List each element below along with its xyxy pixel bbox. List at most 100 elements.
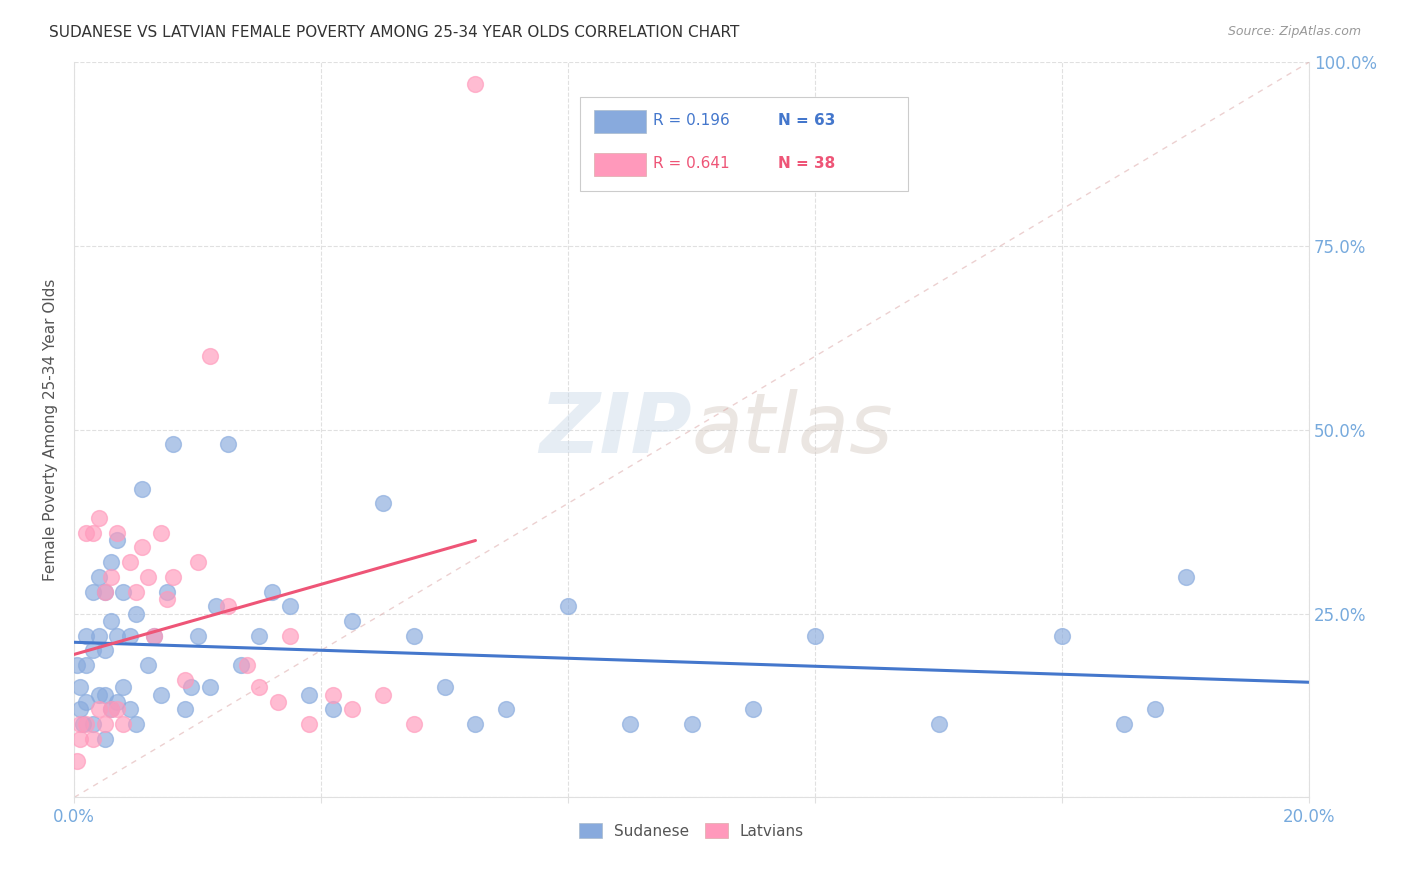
Point bbox=[1112, 717, 1135, 731]
Point bbox=[72, 717, 94, 731]
Point bbox=[217, 599, 239, 614]
Point bbox=[162, 437, 184, 451]
FancyBboxPatch shape bbox=[593, 110, 645, 134]
FancyBboxPatch shape bbox=[581, 96, 908, 191]
Point bbox=[174, 673, 197, 687]
Point bbox=[131, 541, 153, 555]
Y-axis label: Female Poverty Among 25-34 Year Olds: Female Poverty Among 25-34 Year Olds bbox=[44, 278, 58, 581]
Point bbox=[340, 614, 363, 628]
Point bbox=[174, 702, 197, 716]
Text: R = 0.196: R = 0.196 bbox=[654, 113, 730, 128]
Point bbox=[118, 629, 141, 643]
Point bbox=[143, 629, 166, 643]
Point bbox=[187, 629, 209, 643]
Point bbox=[278, 629, 301, 643]
Point bbox=[278, 599, 301, 614]
Point bbox=[198, 349, 221, 363]
Point bbox=[87, 511, 110, 525]
Point bbox=[69, 717, 91, 731]
Point bbox=[464, 77, 486, 91]
Point bbox=[322, 702, 344, 716]
Point bbox=[112, 584, 135, 599]
Point bbox=[105, 702, 128, 716]
Text: N = 38: N = 38 bbox=[778, 156, 835, 171]
Point bbox=[205, 599, 228, 614]
Point bbox=[1050, 629, 1073, 643]
Point bbox=[247, 629, 270, 643]
Point bbox=[94, 643, 117, 657]
Point bbox=[87, 629, 110, 643]
Point bbox=[371, 496, 394, 510]
Point bbox=[82, 717, 104, 731]
Point bbox=[322, 688, 344, 702]
Point bbox=[402, 629, 425, 643]
Point bbox=[75, 658, 97, 673]
Text: R = 0.641: R = 0.641 bbox=[654, 156, 730, 171]
Point bbox=[162, 570, 184, 584]
Point bbox=[94, 688, 117, 702]
Point bbox=[100, 614, 122, 628]
Point bbox=[75, 525, 97, 540]
Point bbox=[247, 680, 270, 694]
Point bbox=[156, 584, 179, 599]
Point bbox=[136, 570, 159, 584]
Point bbox=[180, 680, 202, 694]
Text: atlas: atlas bbox=[692, 389, 893, 470]
Point bbox=[82, 525, 104, 540]
Point bbox=[66, 754, 89, 768]
Point bbox=[75, 717, 97, 731]
Point bbox=[495, 702, 517, 716]
Point bbox=[100, 702, 122, 716]
Text: N = 63: N = 63 bbox=[778, 113, 835, 128]
Point bbox=[100, 555, 122, 569]
Point bbox=[82, 731, 104, 746]
Point bbox=[131, 482, 153, 496]
Point bbox=[94, 731, 117, 746]
Point bbox=[143, 629, 166, 643]
Point bbox=[100, 570, 122, 584]
Point bbox=[217, 437, 239, 451]
Point bbox=[260, 584, 283, 599]
Point bbox=[82, 643, 104, 657]
Point bbox=[100, 702, 122, 716]
Point bbox=[298, 717, 321, 731]
Point bbox=[267, 695, 290, 709]
Text: Source: ZipAtlas.com: Source: ZipAtlas.com bbox=[1227, 25, 1361, 38]
Point bbox=[371, 688, 394, 702]
Point bbox=[681, 717, 703, 731]
Point bbox=[87, 570, 110, 584]
Point bbox=[105, 629, 128, 643]
Point bbox=[69, 702, 91, 716]
Point bbox=[804, 629, 827, 643]
Point bbox=[149, 688, 172, 702]
Point bbox=[742, 702, 765, 716]
Point bbox=[149, 525, 172, 540]
Point bbox=[557, 599, 579, 614]
Text: ZIP: ZIP bbox=[538, 389, 692, 470]
Point bbox=[87, 702, 110, 716]
Point bbox=[125, 607, 148, 621]
Point bbox=[118, 702, 141, 716]
Point bbox=[1143, 702, 1166, 716]
Point bbox=[105, 695, 128, 709]
Point bbox=[229, 658, 252, 673]
Point bbox=[928, 717, 950, 731]
Point bbox=[125, 717, 148, 731]
Point bbox=[136, 658, 159, 673]
Point bbox=[1174, 570, 1197, 584]
Point bbox=[340, 702, 363, 716]
Point bbox=[125, 584, 148, 599]
Point bbox=[105, 525, 128, 540]
Point bbox=[619, 717, 641, 731]
Point bbox=[464, 717, 486, 731]
Point bbox=[94, 584, 117, 599]
Point bbox=[69, 731, 91, 746]
Point bbox=[236, 658, 259, 673]
Point bbox=[94, 584, 117, 599]
Point bbox=[298, 688, 321, 702]
Point bbox=[82, 584, 104, 599]
Point bbox=[187, 555, 209, 569]
Point bbox=[198, 680, 221, 694]
Point bbox=[112, 717, 135, 731]
Point bbox=[118, 555, 141, 569]
